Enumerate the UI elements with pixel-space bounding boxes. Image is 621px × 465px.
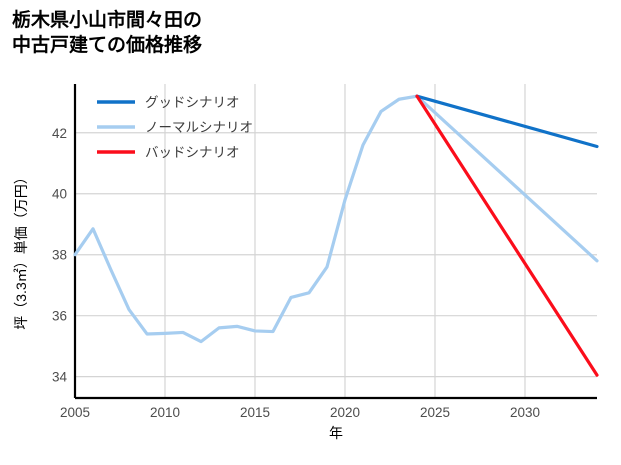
x-tick-label: 2005: [60, 405, 90, 420]
y-tick-label: 38: [52, 248, 67, 263]
legend-label: バッドシナリオ: [145, 145, 240, 160]
y-axis-ticks: 34 36 38 40 42: [52, 126, 68, 385]
legend-label: グッドシナリオ: [145, 95, 240, 110]
series-line: [415, 94, 599, 377]
series-line: [415, 94, 599, 149]
plot-frame: [73, 84, 597, 400]
x-tick-label: 2025: [420, 405, 450, 420]
y-tick-label: 36: [52, 309, 67, 324]
y-tick-label: 42: [52, 126, 67, 141]
y-tick-label: 34: [52, 370, 68, 385]
page-title: 栃木県小山市間々田の 中古戸建ての価格推移: [12, 10, 203, 57]
x-tick-label: 2020: [330, 405, 360, 420]
x-tick-label: 2015: [240, 405, 270, 420]
legend-label: ノーマルシナリオ: [145, 120, 253, 135]
y-axis-title: 坪（3.3㎡）単価（万円）: [13, 170, 29, 329]
x-axis-ticks: 2005 2010 2015 2020 2025 2030: [60, 405, 540, 420]
grid-lines: [75, 84, 597, 398]
y-tick-label: 40: [52, 187, 67, 202]
x-tick-label: 2010: [150, 405, 180, 420]
series-line: [73, 94, 599, 344]
x-tick-label: 2030: [510, 405, 540, 420]
x-axis-title: 年: [329, 425, 343, 441]
data-series: [73, 94, 599, 377]
